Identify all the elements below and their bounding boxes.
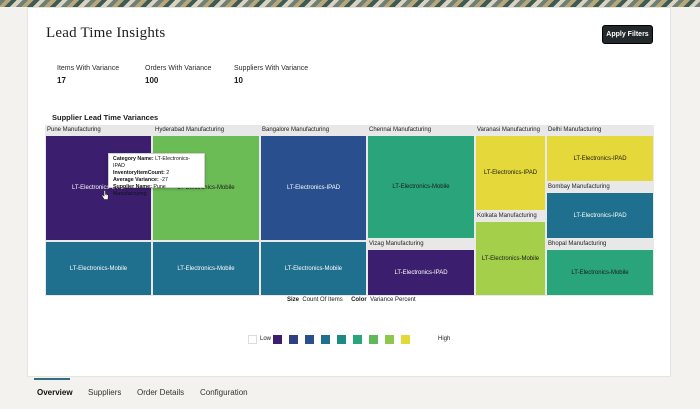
- tab-overview[interactable]: Overview: [37, 388, 73, 397]
- group-header-delhi: Delhi Manufacturing: [546, 125, 654, 135]
- tile-label: LT-Electronics-IPAD: [394, 269, 448, 276]
- top-banner: [0, 0, 700, 7]
- tile-bangalore-ipad[interactable]: LT-Electronics-IPAD: [260, 135, 367, 241]
- legend-swatch: [353, 335, 362, 344]
- bottom-tab-bar: Overview Suppliers Order Details Configu…: [27, 378, 669, 409]
- metric-value: 17: [57, 76, 66, 85]
- tile-label: LT-Electronics-IPAD: [286, 185, 341, 191]
- legend-swatch: [305, 335, 314, 344]
- legend-swatch: [385, 335, 394, 344]
- apply-filters-button[interactable]: Apply Filters: [602, 25, 653, 44]
- group-header-pune: Pune Manufacturing: [45, 125, 153, 135]
- supplier-treemap: Pune Manufacturing LT-Electronics-IPAD L…: [45, 125, 654, 296]
- tab-configuration[interactable]: Configuration: [200, 388, 248, 397]
- tooltip-category-value: LT-Electronics-IPAD: [113, 156, 191, 169]
- group-header-varanasi: Varanasi Manufacturing: [475, 125, 546, 135]
- legend-swatch: [321, 335, 330, 344]
- page-title: Lead Time Insights: [46, 25, 166, 41]
- group-header-bhopal: Bhopal Manufacturing: [546, 239, 654, 249]
- tile-label: LT-Electronics-Mobile: [69, 265, 128, 272]
- tooltip-supplier-key: Supplier Name:: [113, 184, 152, 190]
- metric-items-with-variance: Items With Variance 17: [57, 65, 119, 85]
- treemap-title: Supplier Lead Time Variances: [52, 113, 159, 122]
- tile-bhopal-mobile[interactable]: LT-Electronics-Mobile: [546, 249, 654, 296]
- metric-label: Items With Variance: [57, 65, 120, 72]
- tile-hyderabad-mobile-top[interactable]: LT-Electronics-Mobile: [152, 135, 260, 241]
- tile-label: LT-Electronics-IPAD: [71, 185, 126, 191]
- metric-suppliers-with-variance: Suppliers With Variance 10: [234, 65, 308, 85]
- tile-label: LT-Electronics-Mobile: [177, 185, 235, 191]
- group-header-bombay: Bombay Manufacturing: [546, 182, 654, 192]
- legend-swatch: [369, 335, 378, 344]
- metric-label: Orders With Variance: [145, 65, 212, 72]
- tile-label: LT-Electronics-IPAD: [573, 155, 627, 162]
- tile-label: LT-Electronics-IPAD: [483, 170, 538, 176]
- metric-label: Suppliers With Variance: [234, 65, 309, 72]
- treemap-tooltip: Category Name: LT-Electronics-IPAD Inven…: [108, 153, 205, 197]
- tile-label: LT-Electronics-Mobile: [571, 269, 629, 276]
- size-key: Size: [287, 297, 300, 303]
- tooltip-variance-value: -27: [160, 177, 168, 183]
- tile-varanasi-ipad[interactable]: LT-Electronics-IPAD: [475, 135, 546, 211]
- tile-hyderabad-mobile[interactable]: LT-Electronics-Mobile: [152, 241, 260, 296]
- group-header-chennai: Chennai Manufacturing: [367, 125, 475, 135]
- group-header-kolkata: Kolkata Manufacturing: [475, 211, 546, 221]
- size-value: Count Of Items: [302, 297, 343, 303]
- tile-delhi-ipad[interactable]: LT-Electronics-IPAD: [546, 135, 654, 182]
- tooltip-count-key: InventoryItemCount:: [113, 170, 165, 176]
- legend-swatch: [401, 335, 410, 344]
- active-tab-indicator: [34, 378, 70, 380]
- tile-pune-mobile[interactable]: LT-Electronics-Mobile: [45, 241, 152, 296]
- tooltip-variance-key: Average Variance:: [113, 177, 159, 183]
- tile-vizag-ipad[interactable]: LT-Electronics-IPAD: [367, 249, 475, 296]
- tile-bangalore-mobile[interactable]: LT-Electronics-Mobile: [260, 241, 367, 296]
- tile-label: LT-Electronics-Mobile: [177, 265, 235, 272]
- tooltip-supplier-value: Pune Manufacturing: [113, 184, 166, 197]
- hand-cursor-icon: [101, 190, 109, 200]
- treemap-size-color-note: Size Count Of Items Color Variance Perce…: [287, 297, 416, 303]
- metric-value: 10: [234, 76, 243, 85]
- tile-label: LT-Electronics-Mobile: [284, 265, 343, 272]
- tile-bombay-ipad[interactable]: LT-Electronics-IPAD: [546, 192, 654, 239]
- legend-swatch: [337, 335, 346, 344]
- legend-swatch: [289, 335, 298, 344]
- tooltip-category-key: Category Name:: [113, 156, 154, 162]
- tile-kolkata-mobile[interactable]: LT-Electronics-Mobile: [475, 221, 546, 296]
- color-key: Color: [351, 297, 367, 303]
- tile-label: LT-Electronics-IPAD: [573, 212, 627, 219]
- metric-value: 100: [145, 76, 159, 85]
- tile-chennai-mobile[interactable]: LT-Electronics-Mobile: [367, 135, 475, 239]
- tab-order-details[interactable]: Order Details: [137, 388, 185, 397]
- tile-label: LT-Electronics-Mobile: [392, 184, 450, 190]
- tile-pune-ipad[interactable]: LT-Electronics-IPAD: [45, 135, 152, 241]
- tile-label: LT-Electronics-Mobile: [481, 255, 540, 262]
- group-header-vizag: Vizag Manufacturing: [367, 239, 475, 249]
- legend-high-label: High: [438, 336, 451, 342]
- legend-swatch: [273, 335, 282, 344]
- metric-orders-with-variance: Orders With Variance 100: [145, 65, 211, 85]
- group-header-hyderabad: Hyderabad Manufacturing: [153, 125, 260, 135]
- legend-swatch: [248, 335, 257, 344]
- tab-suppliers[interactable]: Suppliers: [88, 388, 122, 397]
- color-value: Variance Percent: [370, 297, 416, 303]
- tooltip-count-value: 2: [166, 170, 170, 176]
- legend-low-label: Low: [260, 336, 272, 342]
- group-header-bangalore: Bangalore Manufacturing: [260, 125, 367, 135]
